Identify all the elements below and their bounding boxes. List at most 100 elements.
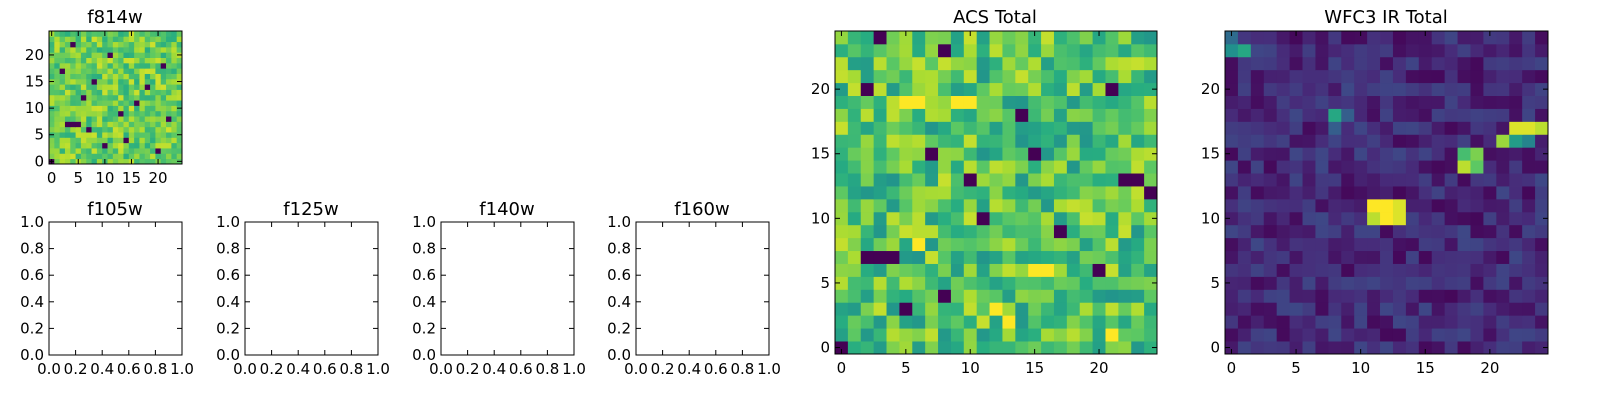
heatmap-cell: [1496, 224, 1510, 239]
heatmap-cell: [1341, 108, 1355, 122]
heatmap-cell: [1250, 173, 1265, 187]
heatmap-cell: [1367, 173, 1381, 187]
heatmap-cell: [912, 289, 926, 303]
x-tick-label: 1.0: [170, 360, 194, 378]
heatmap-cell: [134, 84, 140, 90]
heatmap-cell: [75, 142, 82, 149]
heatmap-cell: [150, 73, 156, 80]
heatmap-cell: [1066, 173, 1081, 187]
heatmap-cell: [1315, 250, 1329, 264]
heatmap-cell: [1028, 328, 1042, 342]
heatmap-cell: [1470, 302, 1484, 316]
heatmap-cell: [1118, 134, 1132, 148]
heatmap-cell: [873, 82, 887, 96]
heatmap-cell: [80, 148, 87, 154]
heatmap-cell: [950, 95, 965, 109]
heatmap-cell: [1066, 31, 1081, 45]
heatmap-cell: [1470, 95, 1484, 109]
heatmap-cell: [134, 89, 140, 96]
heatmap-cell: [54, 52, 61, 58]
heatmap-cell: [1289, 186, 1303, 200]
heatmap-cell: [1535, 198, 1549, 213]
heatmap-cell: [1289, 276, 1303, 290]
heatmap-cell: [102, 116, 108, 122]
heatmap-cell: [150, 132, 156, 138]
heatmap-cell: [1066, 237, 1081, 252]
heatmap-cell: [1053, 95, 1068, 109]
heatmap-cell: [54, 57, 61, 64]
heatmap-cell: [1341, 315, 1355, 329]
heatmap-cell: [139, 116, 146, 122]
x-tick-label: 0.4: [286, 360, 310, 378]
heatmap-cell: [860, 315, 875, 329]
heatmap-cell: [1079, 108, 1093, 122]
heatmap-cell: [847, 121, 862, 135]
heatmap-cell: [938, 315, 952, 329]
heatmap-cell: [64, 110, 71, 117]
heatmap-cell: [1066, 134, 1081, 148]
heatmap-cell: [989, 341, 1003, 355]
heatmap-cell: [64, 132, 71, 138]
heatmap-cell: [150, 89, 156, 96]
heatmap-cell: [1457, 328, 1471, 342]
heatmap-cell: [1144, 121, 1158, 135]
heatmap-cell: [1131, 108, 1145, 122]
heatmap-cell: [835, 341, 849, 355]
heatmap-cell: [1066, 56, 1081, 71]
heatmap-cell: [873, 237, 887, 252]
heatmap-cell: [1015, 43, 1029, 58]
heatmap-cell: [1015, 237, 1029, 252]
heatmap-cell: [938, 211, 952, 226]
heatmap-cell: [1380, 186, 1394, 200]
heatmap-cell: [873, 186, 887, 200]
y-tick-label: 5: [1210, 274, 1220, 292]
heatmap-cell: [1015, 302, 1029, 316]
heatmap-cell: [160, 100, 167, 106]
heatmap-cell: [112, 110, 119, 117]
heatmap-cell: [1237, 56, 1252, 71]
heatmap-cell: [886, 121, 900, 135]
heatmap-cell: [1509, 315, 1523, 329]
heatmap-cell: [1237, 134, 1252, 148]
heatmap-cell: [1509, 289, 1523, 303]
x-tick-label: 0: [1227, 359, 1237, 377]
heatmap-cell: [1225, 224, 1239, 239]
heatmap-cell: [160, 57, 167, 64]
heatmap-cell: [989, 315, 1003, 329]
heatmap-cell: [1367, 147, 1381, 161]
heatmap-cell: [1315, 160, 1329, 174]
heatmap-cell: [1522, 56, 1536, 71]
heatmap-cell: [847, 302, 862, 316]
heatmap-cell: [1405, 56, 1420, 71]
heatmap-cell: [950, 198, 965, 213]
heatmap-cell: [166, 73, 172, 80]
heatmap-cell: [1522, 263, 1536, 277]
heatmap-cell: [1444, 108, 1458, 122]
heatmap-cell: [860, 250, 875, 264]
heatmap-cell: [1470, 186, 1484, 200]
heatmap-cell: [166, 68, 172, 74]
heatmap-cell: [1496, 237, 1510, 252]
heatmap-cell: [860, 328, 875, 342]
heatmap-cell: [1237, 173, 1252, 187]
heatmap-cell: [1380, 198, 1394, 213]
heatmap-cell: [1002, 302, 1016, 316]
heatmap-cell: [1444, 69, 1458, 84]
heatmap-cell: [1237, 237, 1252, 252]
heatmap-cell: [1328, 237, 1342, 252]
heatmap-cell: [86, 148, 92, 154]
heatmap-cell: [1015, 121, 1029, 135]
heatmap-cell: [1496, 31, 1510, 45]
heatmap-cell: [1444, 302, 1458, 316]
heatmap-cell: [1015, 224, 1029, 239]
heatmap-cell: [1470, 250, 1484, 264]
heatmap-cell: [1263, 121, 1278, 135]
panel-title: f125w: [283, 199, 338, 220]
heatmap-cell: [976, 341, 990, 355]
heatmap-cell: [1418, 147, 1433, 161]
heatmap-cell: [1431, 31, 1446, 45]
heatmap-cell: [107, 126, 114, 133]
heatmap-cell: [899, 302, 913, 316]
heatmap-cell: [847, 108, 862, 122]
